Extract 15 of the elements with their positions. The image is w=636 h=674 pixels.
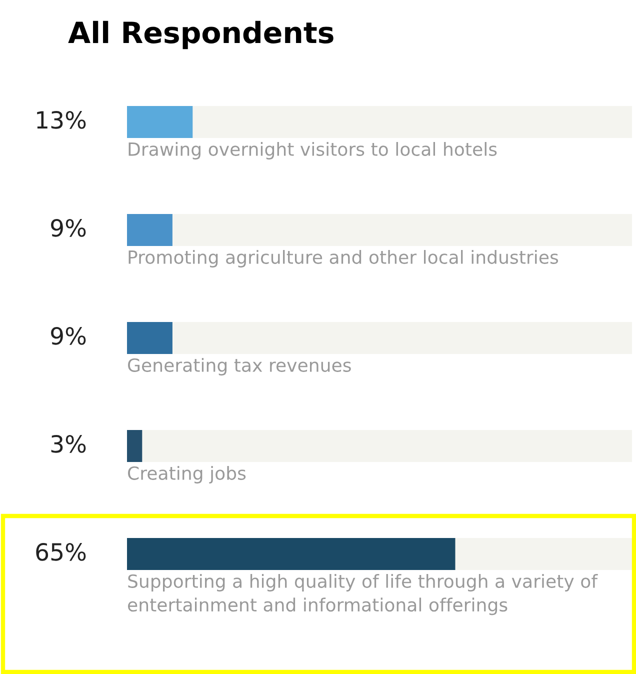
y-tick-label: Supporting a high quality of life through a variety of entertainment and informational offerings — [128, 574, 598, 616]
y-tick-label: Promoting agriculture and other local industries — [128, 250, 558, 268]
data-label: 9% — [51, 326, 86, 345]
y-tick-label: Drawing overnight visitors to local hotels — [128, 142, 497, 160]
bar — [127, 214, 172, 246]
y-tick-label: Generating tax revenues — [128, 358, 351, 376]
data-label: 9% — [51, 218, 86, 237]
bar — [127, 430, 142, 462]
bar — [127, 322, 172, 354]
chart-title: All Respondents — [68, 20, 334, 50]
data-label: 3% — [51, 434, 86, 453]
bar — [127, 106, 193, 138]
data-label: 13% — [37, 110, 86, 129]
data-label: 65% — [36, 542, 86, 561]
y-tick-label: Creating jobs — [128, 466, 246, 484]
